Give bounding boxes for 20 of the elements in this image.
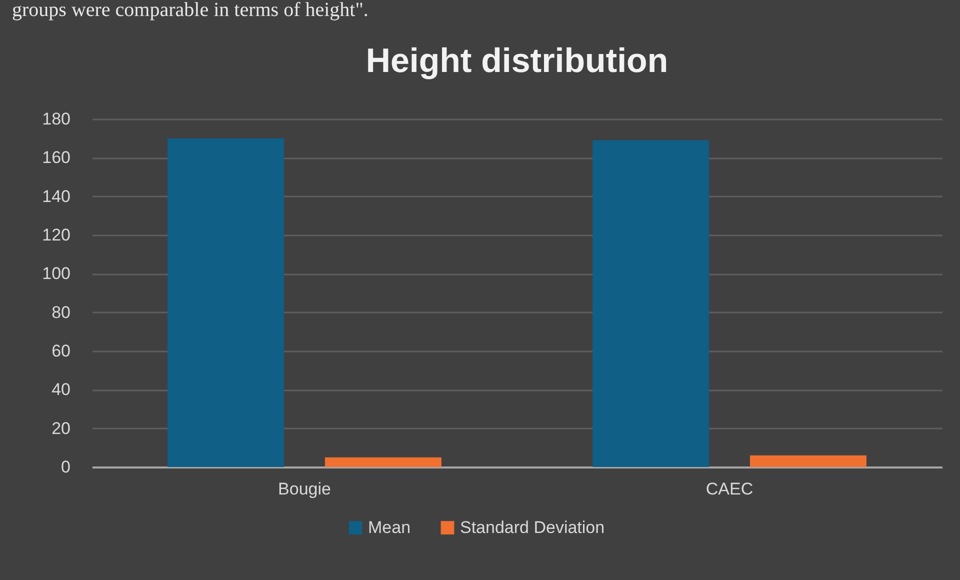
y-tick-label: 180 xyxy=(42,110,70,128)
y-tick-label: 60 xyxy=(52,342,70,360)
x-tick-label: CAEC xyxy=(706,480,754,498)
y-tick-label: 160 xyxy=(42,148,70,168)
y-tick-label: 140 xyxy=(42,186,70,206)
y-tick-label: 0 xyxy=(61,458,70,476)
bar xyxy=(168,138,284,467)
bar xyxy=(324,457,442,467)
text: groups were comparable in terms of height". xyxy=(12,0,368,21)
bar xyxy=(592,140,710,467)
y-tick-label: 40 xyxy=(52,380,70,400)
legend-label: Mean xyxy=(368,518,411,537)
legend-label: Standard Deviation xyxy=(460,518,605,537)
y-tick-label: 80 xyxy=(52,302,70,322)
x-tick-label: Bougie xyxy=(278,480,331,498)
y-tick-label: 100 xyxy=(42,264,70,284)
y-tick-label: 120 xyxy=(42,226,70,244)
bar xyxy=(750,455,866,467)
chart-title: Height distribution xyxy=(366,42,668,80)
y-tick-label: 20 xyxy=(52,418,70,438)
